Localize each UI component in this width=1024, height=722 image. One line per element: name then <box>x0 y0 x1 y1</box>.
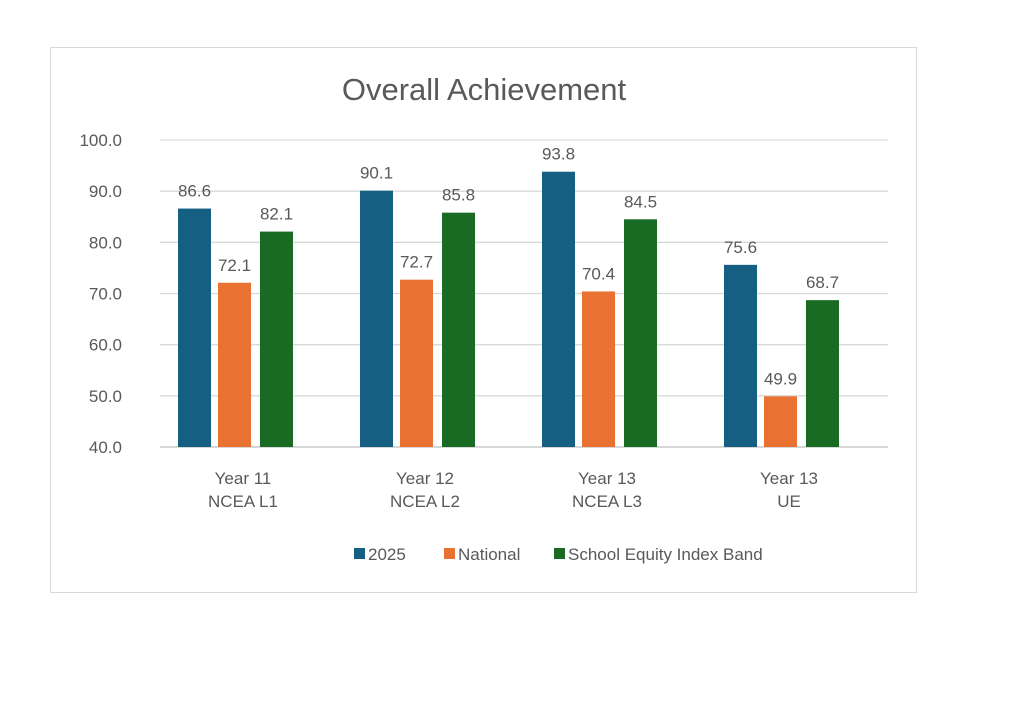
x-tick-label: Year 12 <box>396 469 454 488</box>
data-label: 86.6 <box>178 182 211 201</box>
x-tick-label: NCEA L2 <box>390 492 460 511</box>
bar-national <box>400 279 433 447</box>
x-tick-label: UE <box>777 492 801 511</box>
y-tick-label: 60.0 <box>89 336 122 355</box>
bar-national <box>218 282 251 447</box>
x-tick-label: NCEA L1 <box>208 492 278 511</box>
legend-swatch <box>354 548 365 559</box>
x-tick-label: NCEA L3 <box>572 492 642 511</box>
data-label: 82.1 <box>260 205 293 224</box>
y-tick-label: 40.0 <box>89 438 122 457</box>
bar-2025 <box>724 264 757 447</box>
bar-national <box>764 396 797 447</box>
bar-2025 <box>542 171 575 447</box>
data-label: 70.4 <box>582 264 615 283</box>
legend-swatch <box>444 548 455 559</box>
data-label: 68.7 <box>806 273 839 292</box>
legend-label: National <box>458 545 520 564</box>
bar-2025 <box>178 208 211 447</box>
data-label: 72.7 <box>400 253 433 272</box>
data-label: 90.1 <box>360 164 393 183</box>
bar-2025 <box>360 190 393 447</box>
legend-swatch <box>554 548 565 559</box>
data-label: 84.5 <box>624 192 657 211</box>
x-tick-label: Year 13 <box>760 469 818 488</box>
data-label: 93.8 <box>542 145 575 164</box>
y-tick-label: 100.0 <box>79 131 122 150</box>
data-label: 75.6 <box>724 238 757 257</box>
data-label: 85.8 <box>442 186 475 205</box>
bar-national <box>582 291 615 447</box>
data-label: 49.9 <box>764 369 797 388</box>
y-tick-label: 90.0 <box>89 182 122 201</box>
bar-school-equity-index-band <box>806 300 839 447</box>
data-label: 72.1 <box>218 256 251 275</box>
x-tick-label: Year 11 <box>215 469 272 488</box>
bar-school-equity-index-band <box>442 212 475 447</box>
bar-school-equity-index-band <box>624 219 657 447</box>
y-tick-label: 70.0 <box>89 285 122 304</box>
bar-school-equity-index-band <box>260 231 293 447</box>
x-tick-label: Year 13 <box>578 469 636 488</box>
legend-label: School Equity Index Band <box>568 545 763 564</box>
y-tick-label: 80.0 <box>89 233 122 252</box>
chart-title: Overall Achievement <box>342 72 627 107</box>
chart-frame <box>50 47 917 593</box>
y-tick-label: 50.0 <box>89 387 122 406</box>
legend-label: 2025 <box>368 545 406 564</box>
